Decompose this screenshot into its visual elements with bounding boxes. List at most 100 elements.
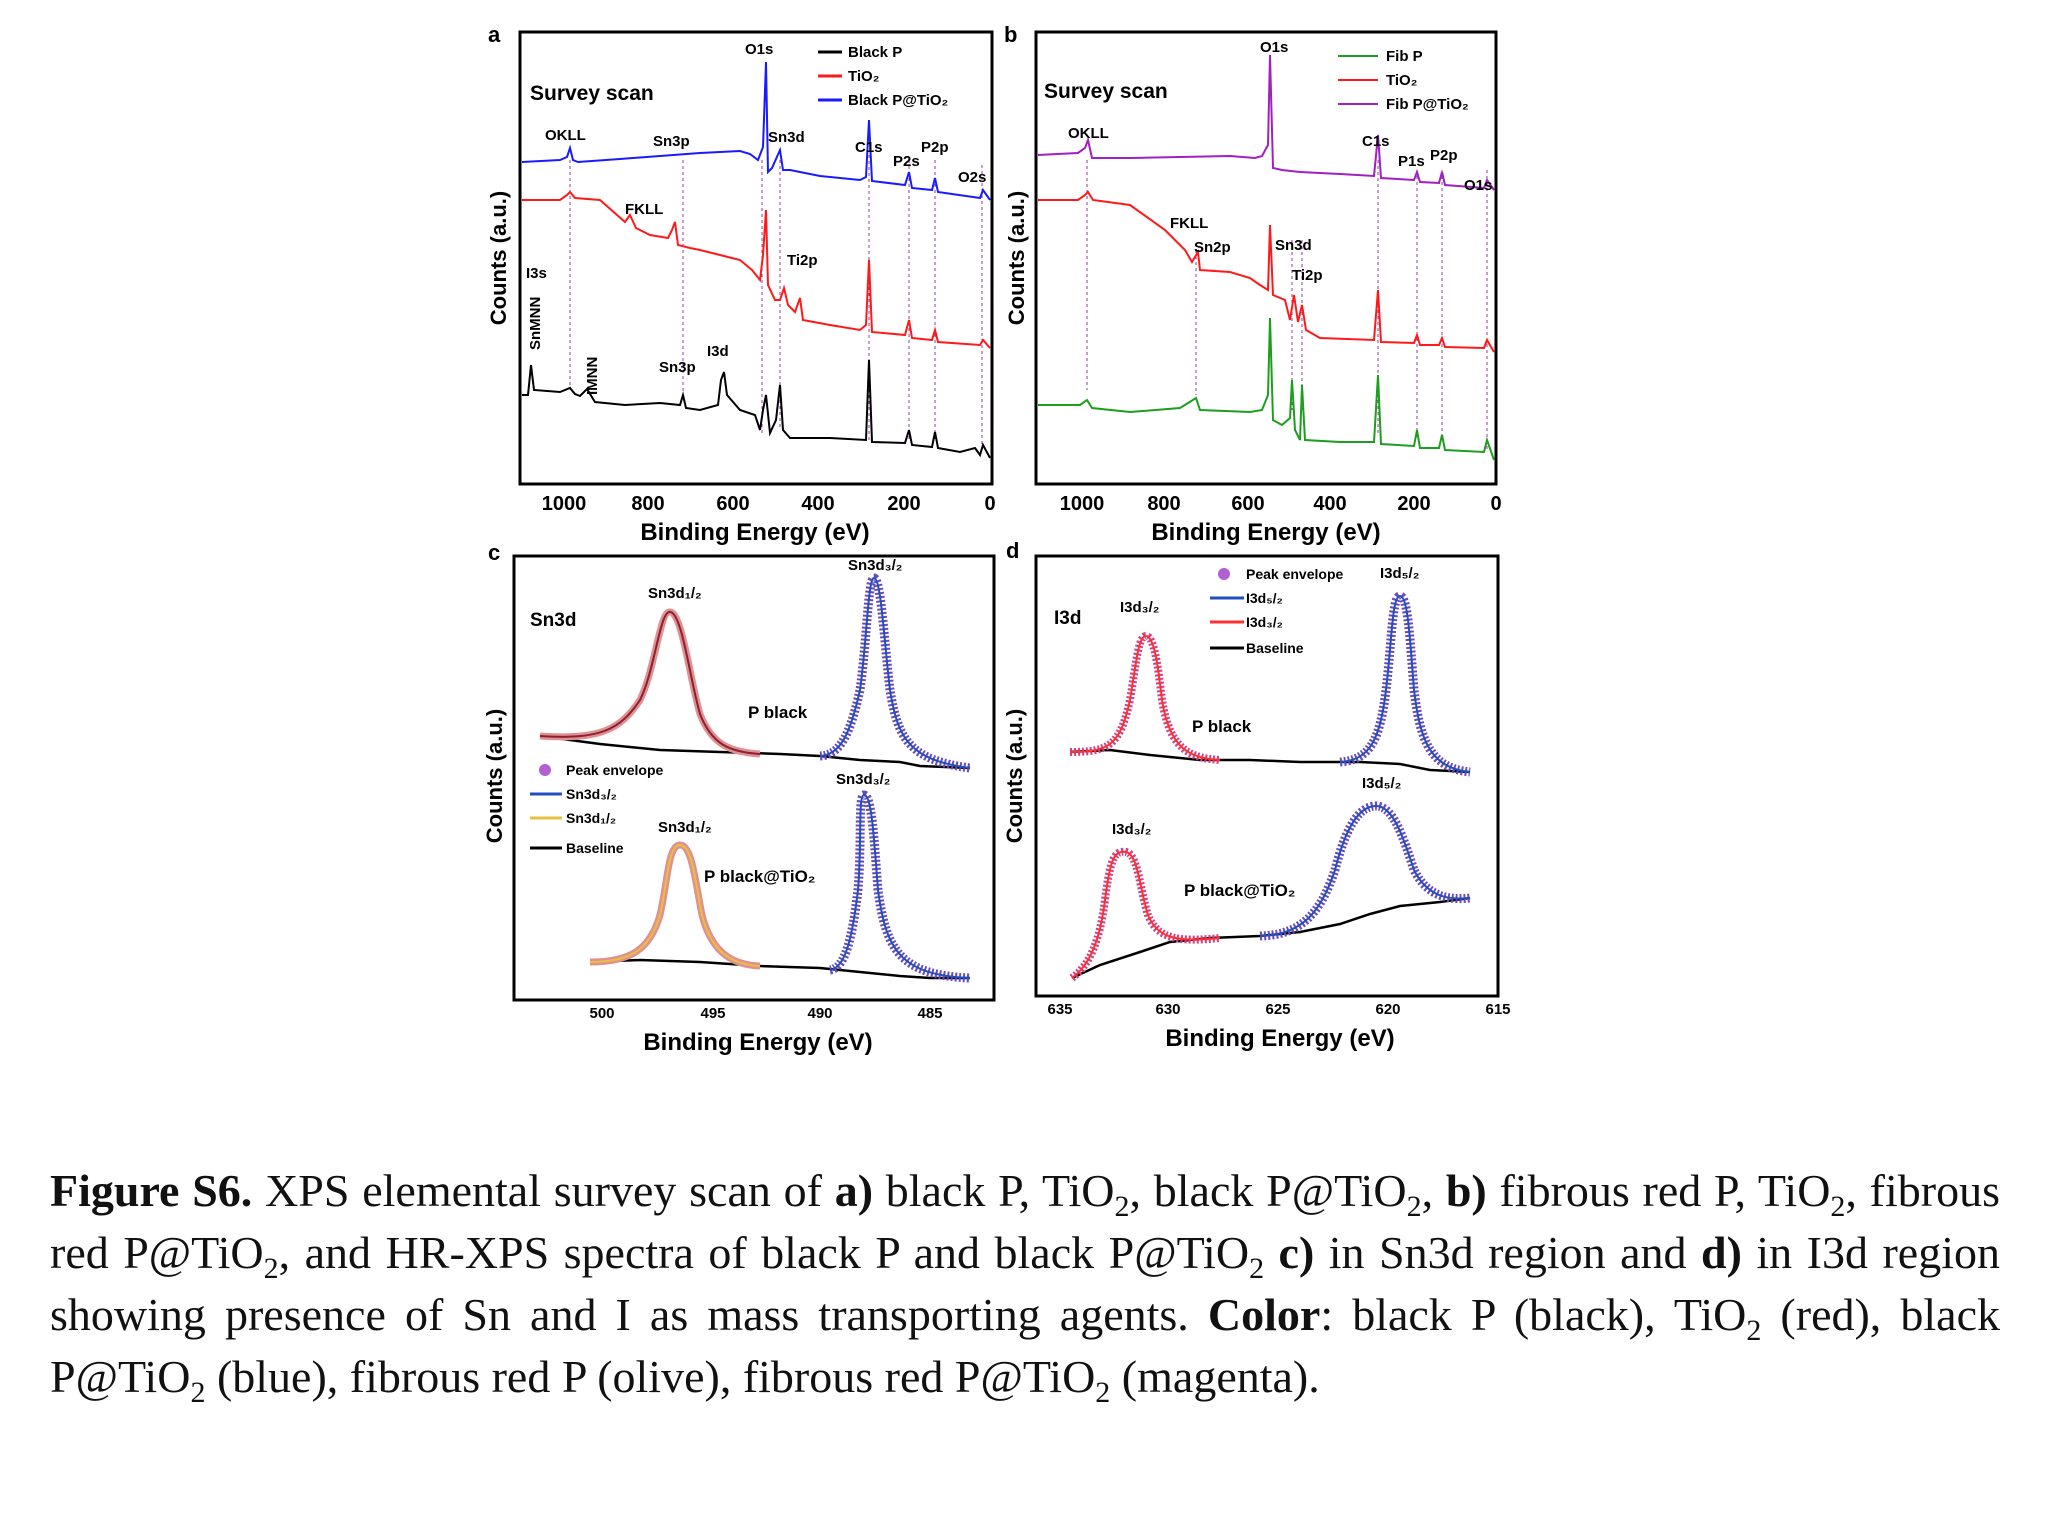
- panel-d-bottom-i3d52-fit: [1259, 804, 1471, 937]
- x-tick: 495: [700, 1005, 725, 1022]
- x-tick: 400: [801, 493, 834, 515]
- peak-label-imnn: IMNN: [584, 357, 601, 395]
- peak-label-ti2p: Ti2p: [787, 252, 818, 269]
- panel-c-bottom-sn3d12-fit: [589, 843, 761, 967]
- peak-label-snmnn: SnMNN: [527, 297, 544, 350]
- caption-text: (blue), fibrous red P (olive), fibrous r…: [205, 1351, 1096, 1402]
- panel-d-top-i3d52-peak: [1339, 591, 1471, 777]
- caption-color-label: Color: [1207, 1289, 1321, 1340]
- peak-label-o1s-low: O1s: [1464, 177, 1492, 194]
- figure-s6: a Survey scan O1s OKLL Sn3p Sn3d C1s P2s: [482, 22, 1511, 1056]
- panel-d-bottom-i3d32-peak: [1069, 847, 1221, 982]
- panel-b-title: Survey scan: [1044, 80, 1168, 103]
- caption-text: black P, TiO: [873, 1165, 1115, 1216]
- caption-text: in I3d region showing presence of Sn and…: [50, 1227, 2000, 1340]
- caption-figure-number: Figure S6.: [50, 1165, 253, 1216]
- peak-label-sn3d32-top: Sn3d₃/₂: [848, 557, 902, 574]
- panel-d-title: I3d: [1054, 608, 1081, 629]
- panel-c-title: Sn3d: [530, 610, 576, 631]
- peak-label-sn3d12-top: Sn3d₁/₂: [648, 585, 702, 602]
- x-tick: 620: [1375, 1001, 1400, 1018]
- caption-subscript: 2: [1249, 1252, 1265, 1286]
- panel-d-frame: [1034, 554, 1500, 998]
- caption-subscript: 2: [190, 1376, 206, 1410]
- peak-label-sn2p: Sn2p: [1194, 239, 1231, 256]
- peak-label-sn3d12-bottom: Sn3d₁/₂: [658, 819, 712, 836]
- panel-c-xlabel: Binding Energy (eV): [643, 1029, 872, 1056]
- peak-label-o1s: O1s: [745, 41, 773, 58]
- legend-fib-p: Fib P: [1386, 48, 1423, 65]
- panel-c-letter: c: [488, 540, 500, 565]
- panel-a-title: Survey scan: [530, 82, 654, 105]
- caption-text: , and HR-XPS spectra of black P and blac…: [278, 1227, 1250, 1278]
- sample-label-bottom: P black@TiO₂: [704, 867, 815, 886]
- peak-label-p1s: P1s: [1398, 153, 1425, 170]
- panel-a-blue-spectrum: [521, 61, 991, 201]
- panel-d-bottom-i3d32-fit: [1071, 850, 1221, 979]
- panel-c-labels: Sn3d₁/₂ Sn3d₃/₂ Sn3d₃/₂ Sn3d₁/₂ P black …: [648, 557, 902, 886]
- caption-subscript: 2: [1406, 1190, 1422, 1224]
- x-tick: 800: [631, 493, 664, 515]
- peak-label-okll: OKLL: [1068, 125, 1109, 142]
- panel-d-top-baseline: [1069, 748, 1471, 774]
- panel-d-letter: d: [1006, 538, 1019, 563]
- peak-label-p2p: P2p: [1430, 147, 1458, 164]
- panel-b-xlabel: Binding Energy (eV): [1151, 519, 1380, 546]
- x-tick: 200: [1397, 493, 1430, 515]
- x-tick: 1000: [542, 493, 587, 515]
- panel-a-peak-labels: O1s OKLL Sn3p Sn3d C1s P2s P2p O2s FKLL …: [526, 41, 986, 395]
- panel-a-xlabel: Binding Energy (eV): [640, 519, 869, 546]
- caption-text: ,: [1421, 1165, 1446, 1216]
- x-tick: 0: [1490, 493, 1501, 515]
- caption-text: XPS elemental survey scan of: [252, 1165, 835, 1216]
- caption-ref-b: b): [1445, 1165, 1487, 1216]
- legend-tio2: TiO₂: [848, 68, 879, 85]
- peak-label-okll: OKLL: [545, 127, 586, 144]
- peak-label-i3d32-bottom: I3d₃/₂: [1112, 821, 1151, 838]
- panel-c-frame: [512, 554, 996, 1002]
- peak-label-i3d: I3d: [707, 343, 729, 360]
- legend-peak-envelope: Peak envelope: [1246, 566, 1343, 582]
- peak-label-fkll: FKLL: [1170, 215, 1208, 232]
- peak-label-sn3p-low: Sn3p: [659, 359, 696, 376]
- legend-i3d32: I3d₃/₂: [1246, 614, 1283, 630]
- caption-text: (red), black P@TiO: [50, 1289, 2000, 1402]
- peak-label-ti2p: Ti2p: [1292, 267, 1323, 284]
- panel-a-legend: Black P TiO₂ Black P@TiO₂: [818, 44, 948, 109]
- legend-sn3d12: Sn3d₁/₂: [566, 810, 616, 826]
- x-tick: 400: [1313, 493, 1346, 515]
- caption-subscript: 2: [1830, 1190, 1846, 1224]
- panel-a-frame: [518, 30, 994, 486]
- panel-c-ylabel: Counts (a.u.): [482, 709, 507, 843]
- caption-subscript: 2: [1095, 1376, 1111, 1410]
- legend-i3d52: I3d₅/₂: [1246, 590, 1283, 606]
- peak-label-sn3d32-bottom: Sn3d₃/₂: [836, 771, 890, 788]
- x-tick: 0: [984, 493, 995, 515]
- peak-label-sn3d: Sn3d: [1275, 237, 1312, 254]
- caption-subscript: 2: [1746, 1314, 1762, 1348]
- panel-b-ylabel: Counts (a.u.): [1004, 191, 1029, 325]
- sample-label-top: P black: [748, 703, 808, 722]
- panel-c-top-sn3d32-peak: [819, 573, 971, 773]
- sample-label-bottom: P black@TiO₂: [1184, 881, 1295, 900]
- caption-text: fibrous red P, TiO: [1486, 1165, 1831, 1216]
- x-tick: 500: [589, 1005, 614, 1022]
- caption-text: in Sn3d region and: [1314, 1227, 1702, 1278]
- x-tick: 490: [807, 1005, 832, 1022]
- legend-black-p: Black P: [848, 44, 902, 61]
- panel-b-purple-spectrum: [1037, 54, 1495, 191]
- panel-b-green-spectrum: [1038, 317, 1495, 461]
- legend-peak-envelope: Peak envelope: [566, 762, 663, 778]
- x-tick: 615: [1485, 1001, 1510, 1018]
- peak-label-sn3d: Sn3d: [768, 129, 805, 146]
- panel-b: b Survey scan O1s OKLL C1s P1s P2p O1s F…: [1004, 22, 1502, 546]
- panel-d-labels: I3d₃/₂ I3d₅/₂ I3d₃/₂ I3d₅/₂ P black P bl…: [1112, 565, 1419, 900]
- x-tick: 1000: [1060, 493, 1105, 515]
- panel-b-letter: b: [1004, 22, 1017, 47]
- peak-label-o1s: O1s: [1260, 39, 1288, 56]
- x-tick: 200: [887, 493, 920, 515]
- panel-d-top-i3d32-peak: [1069, 631, 1221, 764]
- caption-text: [1264, 1227, 1278, 1278]
- panel-b-x-ticks: 1000 800 600 400 200 0: [1060, 493, 1502, 515]
- panel-a: a Survey scan O1s OKLL Sn3p Sn3d C1s P2s: [486, 22, 996, 546]
